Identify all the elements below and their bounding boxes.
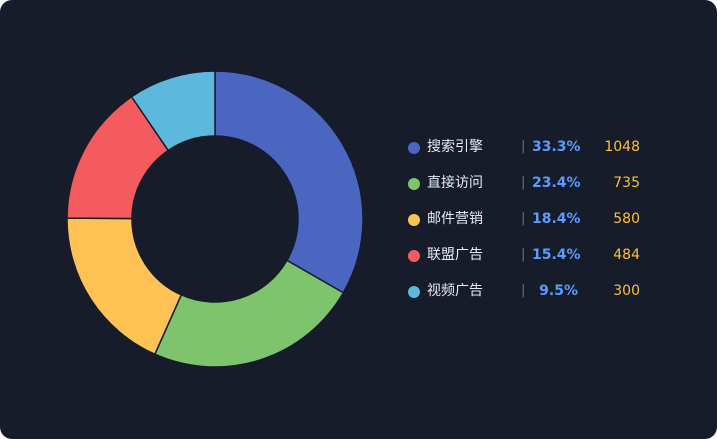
legend-value: 484	[613, 247, 640, 263]
legend-percent: 23.4%	[532, 175, 581, 191]
legend-label: 搜索引擎	[427, 139, 483, 155]
donut-slice-1[interactable]	[214, 70, 364, 294]
legend-item[interactable]: 邮件营销 | 18.4% 580	[408, 205, 698, 241]
donut-slice-3[interactable]	[66, 217, 183, 355]
legend-label: 邮件营销	[427, 211, 483, 227]
chart-legend: 搜索引擎 | 33.3% 1048 直接访问 | 23.4% 735 邮件营销 | 18.4% 580…	[408, 133, 698, 313]
legend-separator: |	[521, 247, 526, 262]
donut-chart	[66, 70, 364, 368]
legend-label: 联盟广告	[427, 247, 483, 263]
legend-percent: 15.4%	[532, 247, 581, 263]
legend-marker-icon	[408, 250, 420, 262]
legend-marker-icon	[408, 178, 420, 190]
legend-value: 1048	[604, 139, 640, 155]
legend-marker-icon	[408, 214, 420, 226]
legend-separator: |	[521, 211, 526, 226]
legend-item[interactable]: 联盟广告 | 15.4% 484	[408, 241, 698, 277]
legend-value: 580	[613, 211, 640, 227]
legend-item[interactable]: 直接访问 | 23.4% 735	[408, 169, 698, 205]
legend-value: 735	[613, 175, 640, 191]
legend-percent: 18.4%	[532, 211, 581, 227]
legend-separator: |	[521, 139, 526, 154]
legend-item[interactable]: 搜索引擎 | 33.3% 1048	[408, 133, 698, 169]
legend-percent: 9.5%	[539, 283, 578, 299]
legend-marker-icon	[408, 142, 420, 154]
legend-label: 视频广告	[427, 283, 483, 299]
donut-slice-2[interactable]	[154, 259, 345, 368]
legend-label: 直接访问	[427, 175, 483, 191]
legend-percent: 33.3%	[532, 139, 581, 155]
legend-item[interactable]: 视频广告 | 9.5% 300	[408, 277, 698, 313]
donut-slice-5[interactable]	[130, 70, 216, 152]
legend-separator: |	[521, 175, 526, 190]
legend-value: 300	[613, 283, 640, 299]
legend-separator: |	[521, 283, 526, 298]
legend-marker-icon	[408, 286, 420, 298]
